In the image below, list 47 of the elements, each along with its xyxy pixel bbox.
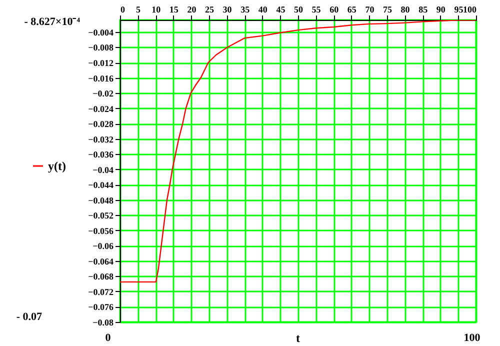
y-tick-label: −0.028 [88, 119, 114, 130]
x-tick-label: 40 [258, 4, 268, 14]
x-tick-label: 55 [312, 4, 322, 14]
x-tick-label: 0 [120, 4, 126, 14]
y-tick-label: −0.08 [92, 318, 114, 328]
y-tick-label: −0.016 [88, 73, 114, 84]
x-tick-label: 60 [330, 4, 340, 14]
text: - 8.627×10⁻⁴ [24, 16, 81, 28]
x-tick-label: 80 [400, 4, 410, 14]
y-tick-label: −0.02 [92, 88, 114, 99]
x-tick-label: 65 [347, 4, 357, 14]
x-tick-label: 45 [276, 4, 286, 14]
x-tick-label: 100 [463, 4, 477, 14]
y-tick-label: −0.024 [88, 104, 114, 114]
x-axis-title: t [296, 331, 300, 345]
y-tick-label: −0.044 [88, 180, 114, 190]
y-tick-label: −0.012 [88, 58, 114, 68]
text: 0 [105, 332, 112, 344]
y-tick-label: −0.06 [92, 241, 114, 252]
y-tick-label: −0.008 [88, 42, 114, 53]
x-tick-label: 95 [454, 4, 464, 14]
x-tick-label: 90 [436, 4, 446, 14]
x-tick-label: 5 [136, 4, 142, 14]
y-tick-label: −0.072 [88, 286, 114, 297]
y-tick-label: −0.076 [88, 302, 114, 312]
y-tick-label: −0.052 [88, 210, 114, 221]
x-tick-label: 20 [187, 4, 197, 14]
x-tick-label: 25 [205, 4, 214, 14]
y-tick-label: −0.056 [88, 226, 114, 236]
y-tick-label: −0.04 [92, 164, 114, 175]
x-tick-label: 35 [240, 4, 250, 14]
y-tick-label: −0.048 [88, 195, 114, 206]
x-tick-label: 30 [222, 4, 232, 14]
x-tick-label: 10 [152, 4, 162, 14]
text: - 0.07 [16, 311, 42, 323]
x-tick-label: 85 [418, 4, 428, 14]
legend-label: y(t) [48, 159, 66, 173]
x-tick-label: 75 [383, 4, 392, 14]
y-tick-label: −0.004 [88, 27, 114, 38]
y-tick-label: −0.032 [88, 134, 114, 144]
x-tick-label: 15 [169, 4, 179, 14]
x-tick-label: 70 [365, 4, 375, 14]
y-tick-label: −0.036 [88, 150, 114, 160]
y-tick-label: −0.068 [88, 272, 114, 282]
y-tick-label: −0.064 [88, 256, 114, 266]
text: 100 [464, 332, 481, 344]
x-tick-label: 50 [294, 4, 304, 14]
